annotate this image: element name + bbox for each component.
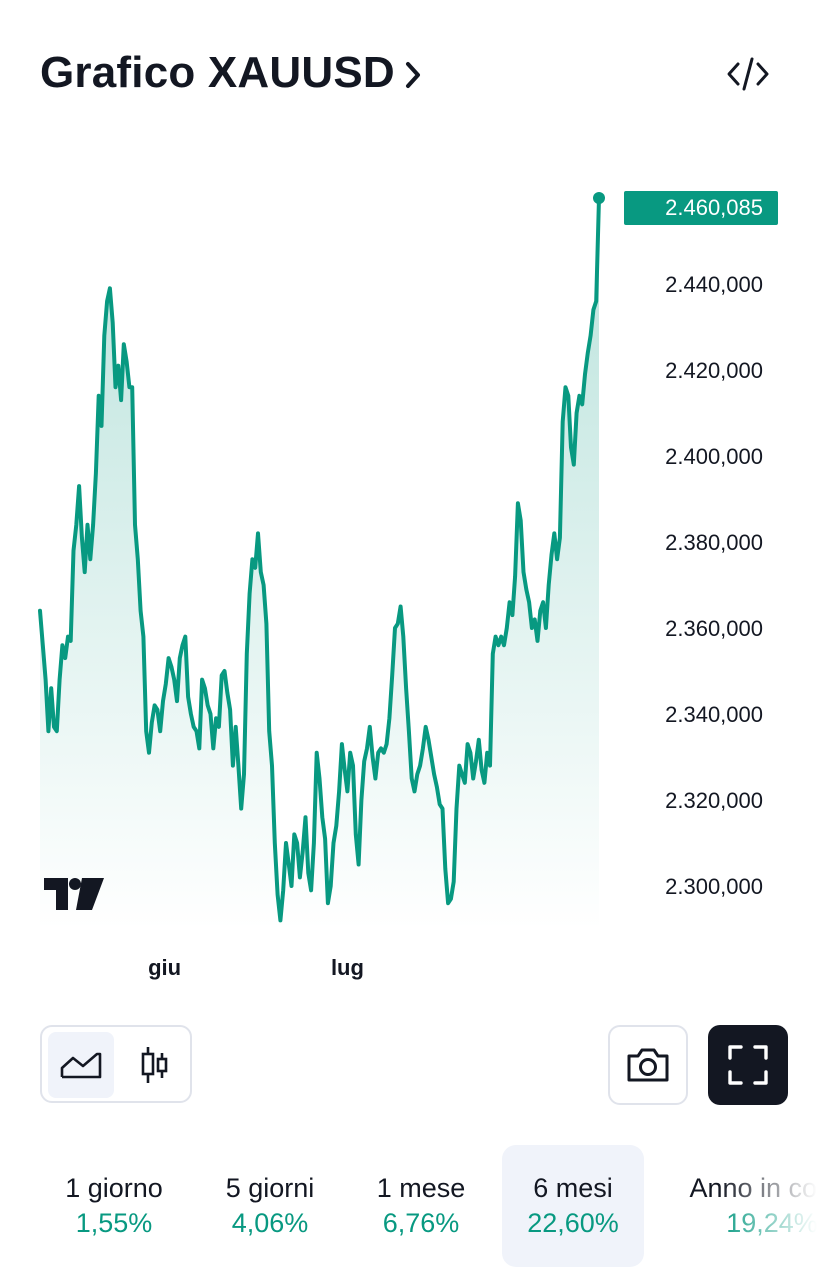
camera-icon	[627, 1048, 669, 1082]
last-price-label: 2.460,085	[665, 195, 763, 220]
chevron-right-icon[interactable]	[403, 60, 423, 90]
time-axis: giu lug	[148, 955, 364, 980]
y-tick-label: 2.300,000	[665, 874, 763, 899]
period-label: 6 mesi	[533, 1173, 613, 1203]
period-change: 4,06%	[231, 1208, 309, 1238]
period-change: 1,55%	[75, 1208, 153, 1238]
candlestick-icon	[141, 1047, 168, 1083]
period-change: 6,76%	[382, 1208, 460, 1238]
area-chart-button[interactable]	[48, 1032, 114, 1098]
period-selector: 1 giorno 1,55% 5 giorni 4,06% 1 mese 6,7…	[40, 1145, 828, 1267]
chart-area-fill	[40, 198, 599, 930]
screenshot-button[interactable]	[608, 1025, 688, 1105]
period-label: 5 giorni	[225, 1173, 315, 1203]
period-label: 1 mese	[376, 1173, 466, 1203]
page-header: Grafico XAUUSD	[40, 48, 423, 98]
chart-price-line	[38, 196, 601, 923]
period-6-months[interactable]: 6 mesi 22,60%	[502, 1145, 644, 1267]
last-price-dot	[593, 192, 605, 204]
x-tick-label: giu	[148, 955, 181, 980]
price-chart[interactable]: 2.440,000 2.420,000 2.400,000 2.380,000 2.36…	[0, 150, 828, 990]
last-price-badge	[624, 191, 778, 225]
tradingview-logo-icon	[44, 878, 104, 910]
x-tick-label: lug	[331, 955, 364, 980]
page-title[interactable]: Grafico XAUUSD	[40, 48, 395, 97]
y-tick-label: 2.320,000	[665, 788, 763, 813]
fullscreen-icon	[728, 1045, 768, 1085]
area-chart-icon	[60, 1052, 102, 1079]
price-axis: 2.440,000 2.420,000 2.400,000 2.380,000 2.36…	[665, 272, 763, 899]
y-tick-label: 2.340,000	[665, 702, 763, 727]
y-tick-label: 2.400,000	[665, 444, 763, 469]
period-label: 1 giorno	[65, 1173, 163, 1203]
fullscreen-button[interactable]	[708, 1025, 788, 1105]
code-icon[interactable]	[724, 54, 772, 94]
y-tick-label: 2.380,000	[665, 530, 763, 555]
y-tick-label: 2.440,000	[665, 272, 763, 297]
period-change: 22,60%	[527, 1208, 619, 1238]
period-5-days[interactable]: 5 giorni 4,06%	[192, 1145, 348, 1267]
period-1-month[interactable]: 1 mese 6,76%	[352, 1145, 490, 1267]
period-1-day[interactable]: 1 giorno 1,55%	[40, 1145, 188, 1267]
candlestick-chart-button[interactable]	[122, 1032, 188, 1098]
y-tick-label: 2.420,000	[665, 358, 763, 383]
chart-type-toggle	[40, 1025, 192, 1103]
scroll-fade	[718, 1145, 828, 1267]
y-tick-label: 2.360,000	[665, 616, 763, 641]
